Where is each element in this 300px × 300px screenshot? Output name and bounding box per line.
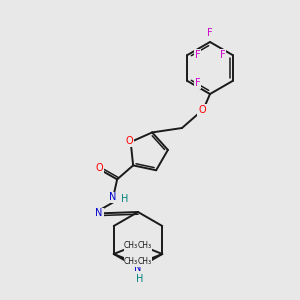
Text: CH₃: CH₃	[124, 257, 138, 266]
Text: O: O	[95, 164, 103, 173]
Text: N: N	[110, 192, 117, 203]
Text: F: F	[207, 28, 213, 38]
Text: O: O	[126, 136, 134, 146]
Text: CH₃: CH₃	[124, 242, 138, 250]
Text: H: H	[136, 274, 144, 284]
Text: F: F	[195, 50, 200, 60]
Text: H: H	[122, 194, 129, 204]
Text: O: O	[198, 105, 206, 115]
Text: CH₃: CH₃	[138, 257, 152, 266]
Text: F: F	[220, 50, 225, 60]
Text: N: N	[134, 263, 142, 273]
Text: CH₃: CH₃	[138, 242, 152, 250]
Text: F: F	[195, 78, 200, 88]
Text: N: N	[95, 208, 103, 218]
